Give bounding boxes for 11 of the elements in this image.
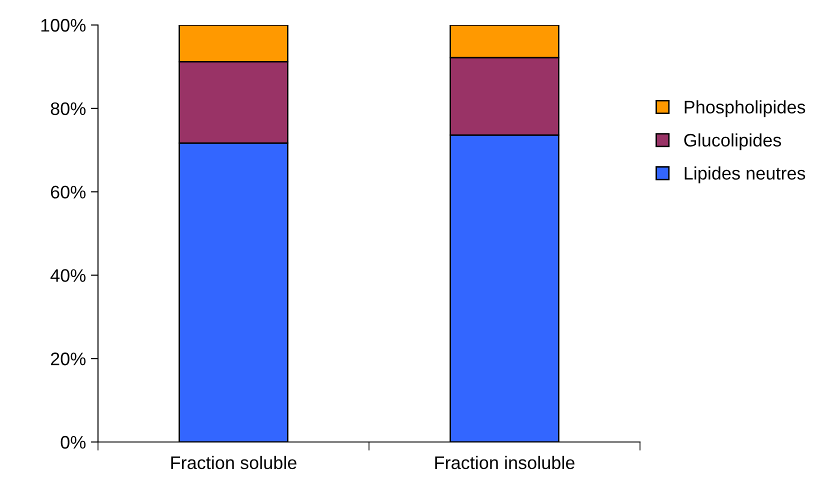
y-tick-label: 20% (50, 352, 86, 366)
y-tick-label: 60% (50, 186, 86, 199)
legend-label: Glucolipides (684, 133, 782, 150)
y-tick-label: 100% (41, 18, 86, 32)
y-tick-label: 0% (60, 436, 86, 449)
x-tick-label: Fraction insoluble (435, 456, 574, 470)
y-tick-label: 40% (50, 269, 86, 282)
y-tick-label: 80% (50, 102, 86, 116)
legend-label: Phospholipides (684, 100, 806, 118)
x-tick-label: Fraction soluble (171, 456, 296, 470)
legend-label: Lipides neutres (684, 166, 806, 184)
